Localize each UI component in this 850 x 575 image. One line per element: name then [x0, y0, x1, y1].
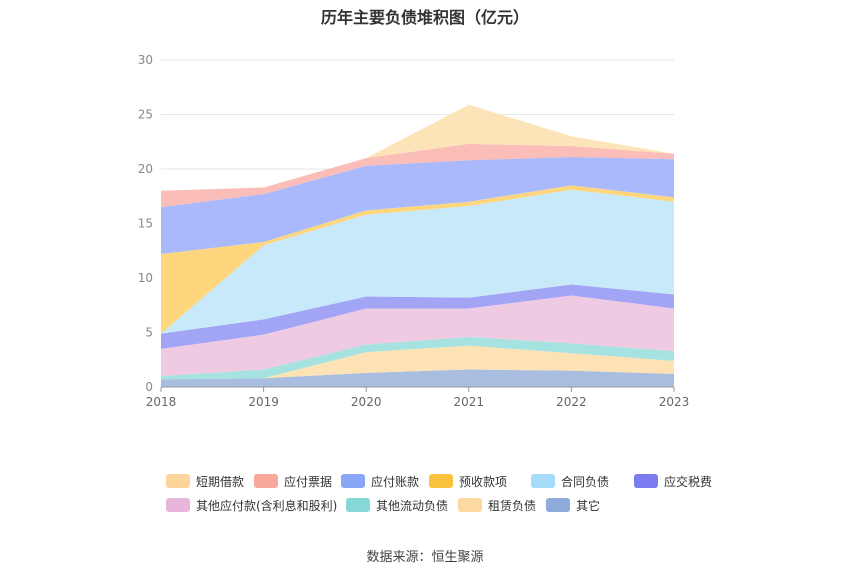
y-tick-label: 5	[145, 326, 153, 340]
legend-item[interactable]: 应付账款	[341, 472, 419, 490]
x-tick-label: 2021	[454, 395, 485, 409]
x-tick-label: 2019	[248, 395, 279, 409]
y-tick-label: 25	[138, 108, 153, 122]
legend-swatch	[346, 498, 370, 512]
legend-item[interactable]: 应交税费	[634, 472, 712, 490]
legend-swatch	[546, 498, 570, 512]
y-tick-label: 0	[145, 380, 153, 394]
legend-swatch	[254, 474, 278, 488]
x-tick-label: 2023	[659, 395, 690, 409]
area-series-合同负债	[161, 189, 674, 334]
legend-label: 应付票据	[284, 474, 333, 489]
data-source: 数据来源：恒生聚源	[366, 550, 484, 565]
area-series-应交税费	[161, 284, 674, 349]
legend-label: 合同负债	[561, 474, 610, 489]
chart-title: 历年主要负债堆积图（亿元）	[320, 8, 529, 27]
y-tick-label: 30	[138, 53, 153, 67]
legend-swatch	[531, 474, 555, 488]
area-series-租赁负债	[161, 345, 674, 380]
area-series	[161, 104, 674, 387]
legend-item[interactable]: 应付票据	[254, 472, 332, 490]
legend-item[interactable]: 租赁负债	[458, 496, 536, 514]
legend-label: 租赁负债	[488, 498, 537, 513]
legend-swatch	[166, 498, 190, 512]
legend-item[interactable]: 预收款项	[429, 472, 507, 490]
legend-label: 其它	[576, 498, 601, 513]
legend-item[interactable]: 短期借款	[166, 472, 244, 490]
legend-swatch	[429, 474, 453, 488]
x-tick-label: 2018	[146, 395, 177, 409]
y-tick-label: 15	[138, 217, 153, 231]
legend-swatch	[341, 474, 365, 488]
legend-swatch	[166, 474, 190, 488]
area-series-其它	[161, 369, 674, 387]
area-series-其他应付款(含利息和股利)	[161, 295, 674, 377]
legend-label: 预收款项	[459, 474, 508, 489]
area-series-应付账款	[161, 157, 674, 255]
legend-item[interactable]: 合同负债	[531, 472, 609, 490]
legend-swatch	[634, 474, 658, 488]
legend-label: 短期借款	[196, 474, 245, 489]
legend-item[interactable]: 其他流动负债	[346, 496, 448, 514]
x-tick-label: 2022	[556, 395, 587, 409]
area-series-应付票据	[161, 143, 674, 208]
legend-label: 应交税费	[664, 474, 713, 489]
legend-item[interactable]: 其他应付款(含利息和股利)	[166, 496, 337, 514]
area-series-短期借款	[161, 104, 674, 191]
legend-item[interactable]: 其它	[546, 496, 600, 514]
axes: 0 5 10 15 20 25 30 2018 2019 2020 2021 2022 2023	[138, 53, 690, 409]
y-tick-label: 10	[138, 271, 153, 285]
y-tick-label: 20	[138, 162, 153, 176]
area-series-其他流动负债	[161, 336, 674, 380]
x-tick-label: 2020	[351, 395, 382, 409]
legend-label: 其他应付款(含利息和股利)	[196, 498, 338, 513]
legend-label: 其他流动负债	[376, 498, 449, 513]
legend-label: 应付账款	[371, 474, 420, 489]
legend-swatch	[458, 498, 482, 512]
